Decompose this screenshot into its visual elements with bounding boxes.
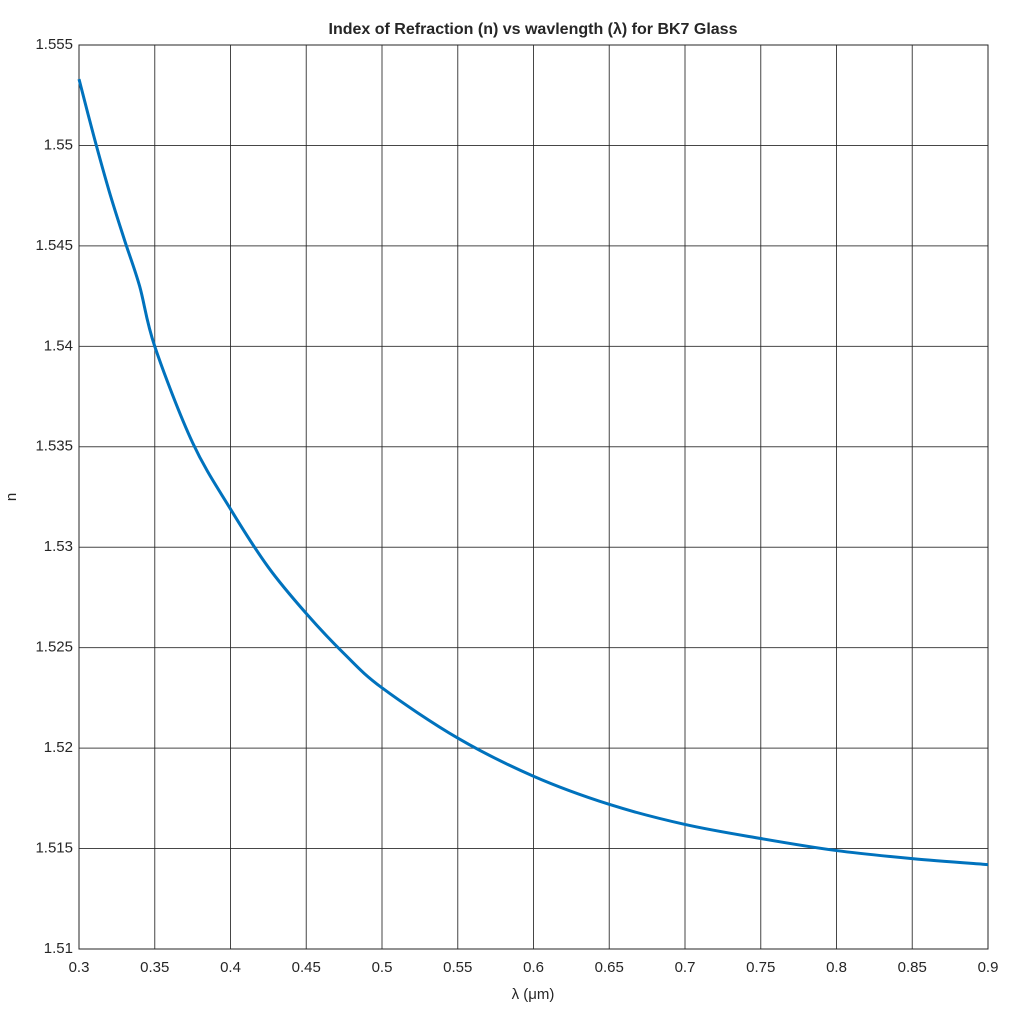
y-tick-label: 1.515 bbox=[35, 840, 73, 857]
x-tick-label: 0.7 bbox=[675, 959, 696, 976]
x-tick-label: 0.5 bbox=[372, 959, 393, 976]
y-tick-label: 1.555 bbox=[35, 36, 73, 53]
x-tick-label: 0.85 bbox=[898, 959, 927, 976]
y-tick-label: 1.535 bbox=[35, 438, 73, 455]
x-axis-label: λ (μm) bbox=[512, 986, 555, 1003]
y-tick-label: 1.51 bbox=[44, 940, 73, 957]
x-tick-label: 0.6 bbox=[523, 959, 544, 976]
x-tick-label: 0.9 bbox=[978, 959, 999, 976]
y-tick-label: 1.52 bbox=[44, 739, 73, 756]
x-tick-label: 0.45 bbox=[292, 959, 321, 976]
x-tick-label: 0.4 bbox=[220, 959, 241, 976]
x-tick-label: 0.35 bbox=[140, 959, 169, 976]
y-tick-label: 1.525 bbox=[35, 639, 73, 656]
plot-frame bbox=[78, 44, 989, 950]
x-tick-label: 0.3 bbox=[69, 959, 90, 976]
y-tick-label: 1.545 bbox=[35, 237, 73, 254]
y-tick-label: 1.54 bbox=[44, 337, 73, 354]
y-tick-label: 1.53 bbox=[44, 538, 73, 555]
x-tick-label: 0.8 bbox=[826, 959, 847, 976]
y-axis-label: n bbox=[3, 493, 20, 501]
x-tick-label: 0.75 bbox=[746, 959, 775, 976]
data-line bbox=[77, 78, 989, 867]
y-tick-label: 1.55 bbox=[44, 136, 73, 153]
chart-title: Index of Refraction (n) vs wavlength (λ)… bbox=[329, 21, 738, 38]
x-tick-label: 0.55 bbox=[443, 959, 472, 976]
x-tick-label: 0.65 bbox=[595, 959, 624, 976]
